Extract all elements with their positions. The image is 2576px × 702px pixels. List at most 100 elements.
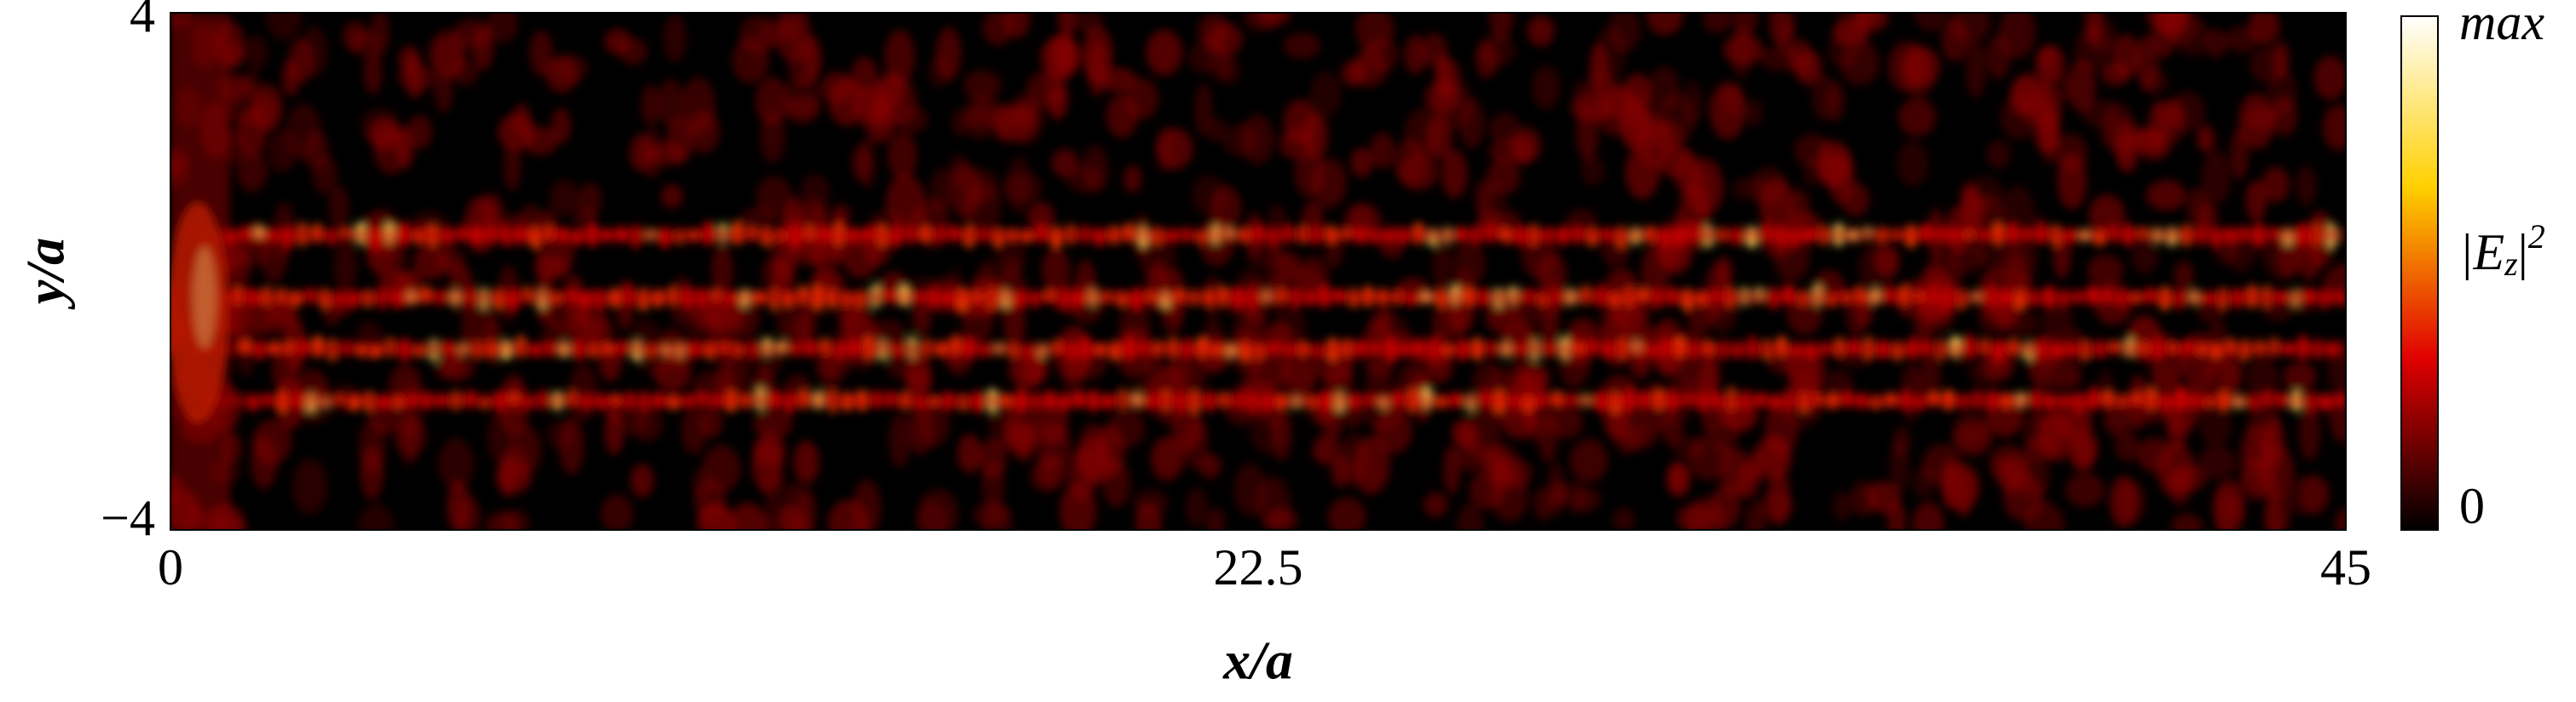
- field-speckle: [1266, 253, 1299, 297]
- field-speckle: [619, 409, 651, 436]
- field-speckle: [1206, 22, 1244, 56]
- field-speckle: [1912, 502, 1944, 530]
- field-speckle: [1423, 492, 1448, 517]
- field-speckle: [2162, 98, 2186, 144]
- field-speckle: [2199, 400, 2232, 448]
- field-speckle: [1966, 40, 1987, 99]
- field-speckle: [618, 37, 648, 66]
- field-speckle: [604, 411, 625, 455]
- field-speckle: [447, 480, 471, 530]
- field-speckle: [1324, 361, 1354, 396]
- field-speckle: [2112, 34, 2141, 78]
- field-speckle: [1968, 176, 2003, 212]
- field-speckle: [1630, 110, 1672, 152]
- field-speckle: [2116, 132, 2139, 174]
- field-speckle: [1283, 32, 1321, 59]
- field-speckle: [431, 34, 465, 80]
- field-speckle: [2272, 40, 2290, 78]
- field-row: [205, 342, 2346, 356]
- field-speckle: [547, 301, 584, 336]
- field-speckle: [800, 174, 830, 209]
- field-speckle: [2169, 469, 2192, 507]
- field-speckle: [2245, 180, 2267, 222]
- field-speckle: [2212, 480, 2245, 530]
- field-speckle: [1146, 29, 1182, 76]
- field-speckle: [2135, 128, 2172, 161]
- field-speckle: [663, 14, 687, 63]
- field-speckle: [1769, 13, 1794, 46]
- field-speckle: [329, 185, 349, 229]
- field-speckle: [2047, 361, 2082, 389]
- field-speckle: [546, 420, 575, 450]
- field-speckle: [503, 142, 522, 192]
- field-speckle: [1646, 13, 1684, 36]
- field-speckle: [2136, 34, 2159, 92]
- field-speckle: [1303, 112, 1329, 160]
- field-speckle: [1453, 242, 1487, 285]
- field-speckle: [2037, 45, 2058, 72]
- field-speckle: [1527, 15, 1555, 47]
- field-speckle: [1736, 463, 1759, 500]
- field-speckle: [2057, 152, 2088, 210]
- colorbar-label-sub: z: [2504, 245, 2518, 283]
- field-speckle: [1767, 469, 1791, 526]
- field-speckle: [1832, 491, 1851, 521]
- field-speckle: [2265, 487, 2292, 530]
- field-speckle: [2002, 473, 2044, 521]
- field-speckle: [1816, 154, 1850, 187]
- field-speckle: [2261, 417, 2284, 468]
- field-speckle: [1953, 469, 1974, 517]
- field-speckle: [694, 479, 726, 521]
- field-speckle: [2201, 149, 2231, 205]
- field-speckle: [1441, 149, 1468, 199]
- field-speckle: [1019, 354, 1047, 387]
- field-speckle: [1206, 507, 1226, 530]
- field-speckle: [1327, 497, 1366, 530]
- field-speckle: [2186, 187, 2209, 226]
- field-speckle: [2174, 260, 2194, 291]
- field-speckle: [1305, 401, 1343, 427]
- field-speckle: [755, 77, 789, 125]
- x-tick-label: 45: [2320, 539, 2371, 596]
- field-speckle: [2151, 14, 2177, 58]
- field-speckle: [1840, 40, 1880, 85]
- field-speckle: [2087, 254, 2124, 287]
- field-speckle: [1222, 124, 1257, 158]
- field-speckle: [370, 13, 390, 57]
- field-speckle: [2081, 99, 2122, 128]
- field-speckle: [2170, 513, 2203, 530]
- field-speckle: [1003, 419, 1037, 457]
- field-speckle: [2283, 361, 2317, 392]
- field-speckle: [1294, 149, 1325, 198]
- field-speckle: [788, 37, 821, 88]
- field-speckle: [1764, 400, 1799, 457]
- field-speckle: [2298, 403, 2321, 461]
- field-speckle: [1036, 422, 1071, 469]
- field-speckle: [1194, 83, 1213, 137]
- field-speckle: [888, 413, 910, 469]
- field-speckle: [545, 55, 579, 94]
- field-speckle: [994, 105, 1035, 143]
- field-speckle: [533, 255, 570, 280]
- field-speckle: [1432, 303, 1467, 339]
- field-speckle: [661, 184, 684, 209]
- field-speckle: [482, 191, 504, 237]
- field-speckle: [1709, 82, 1747, 140]
- field-speckle: [1404, 35, 1427, 75]
- field-speckle: [1485, 304, 1522, 334]
- field-speckle: [1986, 141, 2011, 169]
- field-speckle: [1280, 358, 1317, 400]
- field-speckle: [982, 13, 1014, 46]
- field-speckle: [1547, 406, 1584, 439]
- field-speckle: [851, 87, 886, 126]
- field-speckle: [2042, 304, 2074, 337]
- field-speckle: [2204, 28, 2227, 59]
- field-speckle: [1612, 508, 1635, 530]
- field-speckle: [965, 95, 1001, 129]
- field-speckle: [2230, 129, 2249, 180]
- field-speckle: [2296, 165, 2317, 206]
- field-speckle: [1087, 40, 1107, 97]
- field-speckle: [962, 305, 994, 342]
- field-speckle: [1006, 155, 1031, 214]
- field-speckle: [1185, 487, 1209, 527]
